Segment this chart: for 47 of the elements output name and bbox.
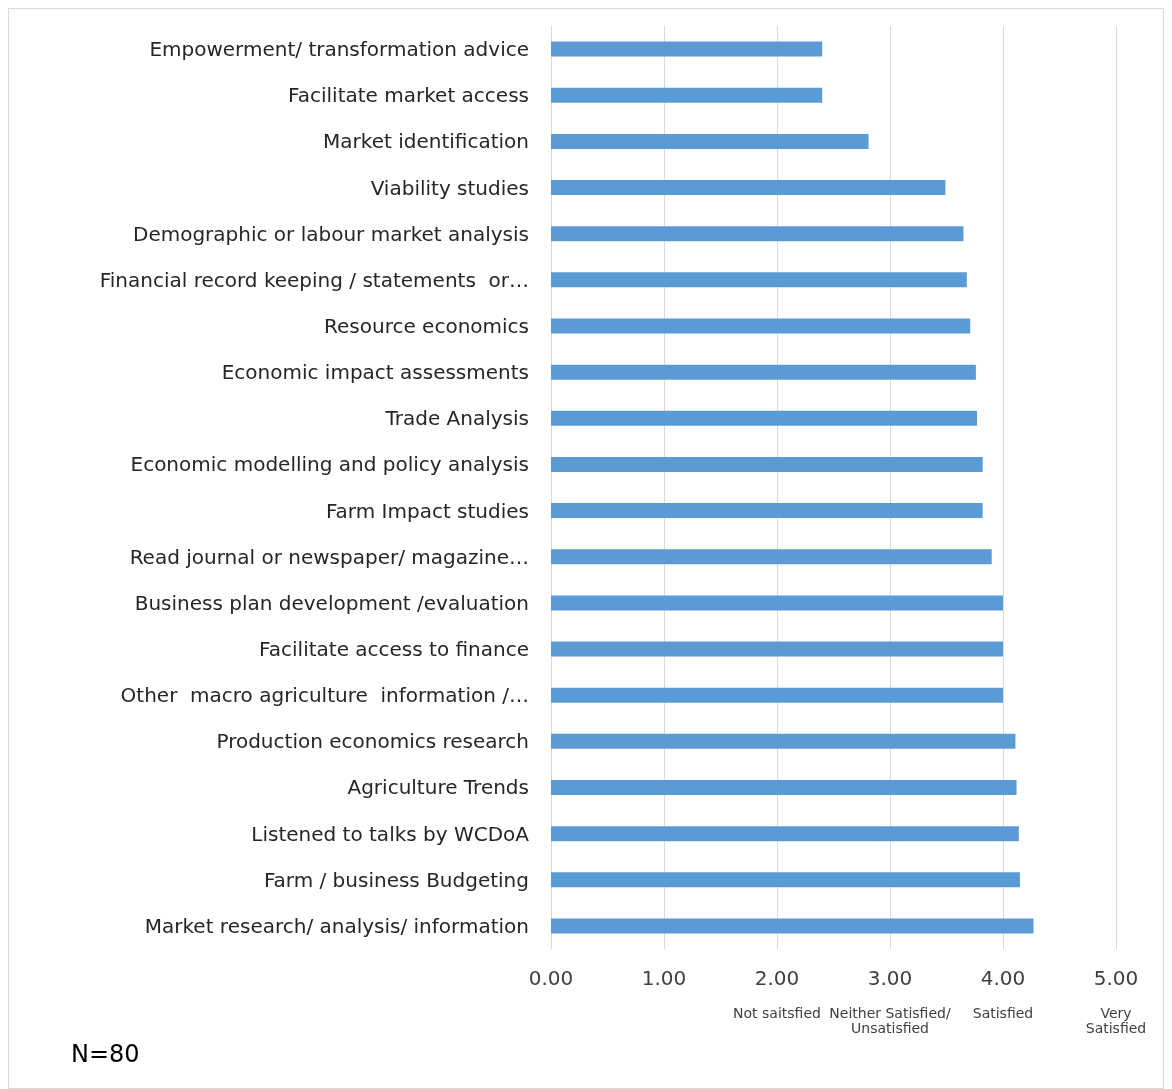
- bar: [551, 872, 1020, 888]
- y-tick-label: Agriculture Trends: [347, 775, 529, 800]
- bar: [551, 272, 967, 288]
- y-tick-label: Viability studies: [370, 175, 529, 200]
- y-tick-label: Other macro agriculture information /…: [120, 683, 529, 708]
- y-tick-label: Listened to talks by WCDoA: [251, 821, 530, 846]
- bar: [551, 595, 1003, 611]
- y-tick-label: Demographic or labour market analysis: [132, 221, 529, 246]
- bar: [551, 779, 1017, 795]
- bar: [551, 133, 869, 149]
- bar: [551, 733, 1016, 749]
- bar: [551, 87, 823, 103]
- bar: [551, 410, 978, 426]
- bar: [551, 549, 992, 565]
- bar: [551, 364, 976, 380]
- y-tick-label: Empowerment/ transformation advice: [149, 37, 529, 62]
- bar: [551, 456, 983, 472]
- bar: [551, 180, 946, 196]
- y-tick-label: Financial record keeping / statements or…: [99, 267, 529, 292]
- y-tick-label: Market identification: [323, 129, 529, 154]
- y-tick-label: Facilitate access to finance: [259, 637, 529, 662]
- y-tick-label: Business plan development /evaluation: [134, 590, 529, 615]
- y-tick-label: Economic modelling and policy analysis: [130, 452, 529, 477]
- bar: [551, 318, 971, 334]
- x-tick-label: 1.00: [641, 966, 687, 990]
- bar: [551, 641, 1003, 657]
- y-tick-label: Trade Analysis: [384, 406, 529, 431]
- y-tick-label: Production economics research: [216, 729, 529, 754]
- bar: [551, 503, 983, 519]
- y-tick-label: Facilitate market access: [288, 83, 529, 108]
- y-tick-label: Farm / business Budgeting: [263, 867, 529, 892]
- x-tick-label: 3.00 Neither Satisfied/ Unsatisfied: [829, 966, 951, 1036]
- y-tick-label: Resource economics: [324, 313, 529, 338]
- bar: [551, 687, 1003, 703]
- bar: [551, 226, 964, 242]
- x-tick-label: 0.00: [528, 966, 574, 990]
- bar: [551, 826, 1019, 842]
- y-tick-label: Read journal or newspaper/ magazine…: [129, 544, 529, 569]
- x-tick-label: 4.00 Satisfied: [972, 966, 1034, 1021]
- y-tick-label: Farm Impact studies: [325, 498, 529, 523]
- x-tick-label: 2.00 Not saitsfied: [733, 966, 821, 1021]
- bar: [551, 918, 1034, 934]
- bar: [551, 41, 823, 57]
- y-tick-label: Economic impact assessments: [221, 360, 529, 385]
- text: N=80: [71, 1040, 140, 1068]
- y-tick-label: Market research/ analysis/ information: [144, 913, 529, 938]
- x-tick-label: 5.00 Very Satisfied: [1085, 966, 1147, 1036]
